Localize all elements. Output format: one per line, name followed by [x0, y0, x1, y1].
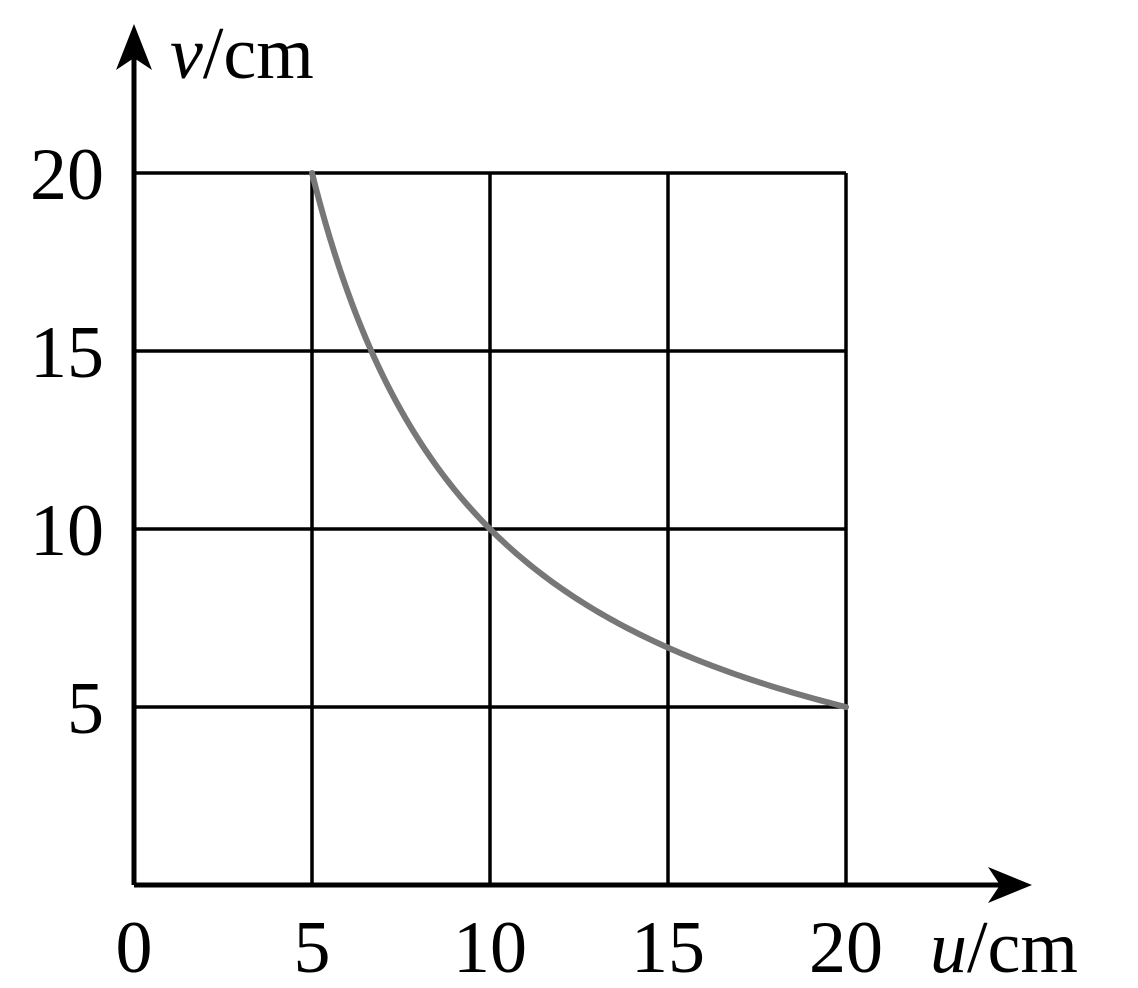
- axes: [116, 24, 1032, 903]
- x-tick-label: 5: [294, 907, 331, 988]
- x-axis-label: u/cm: [930, 907, 1078, 988]
- x-tick-label: 20: [809, 907, 883, 988]
- x-axis-variable: u: [930, 907, 967, 988]
- y-axis-arrow: [116, 24, 152, 70]
- series-layer: [309, 170, 849, 710]
- data-curve: [309, 170, 849, 710]
- y-axis-label: v/cm: [170, 13, 314, 95]
- y-tick-label: 15: [30, 312, 104, 394]
- x-tick-label: 10: [453, 907, 527, 988]
- tick-labels: 5 10 15 20 5 10 15 20: [30, 134, 883, 988]
- x-axis-arrow: [988, 867, 1032, 903]
- origin-label: 0: [116, 907, 153, 988]
- x-axis-unit: /cm: [967, 907, 1078, 988]
- y-axis-unit: /cm: [203, 13, 314, 95]
- y-tick-label: 10: [30, 490, 104, 572]
- y-tick-label: 20: [30, 134, 104, 216]
- y-axis-variable: v: [170, 13, 203, 95]
- x-tick-label: 15: [631, 907, 705, 988]
- y-tick-label: 5: [67, 668, 104, 750]
